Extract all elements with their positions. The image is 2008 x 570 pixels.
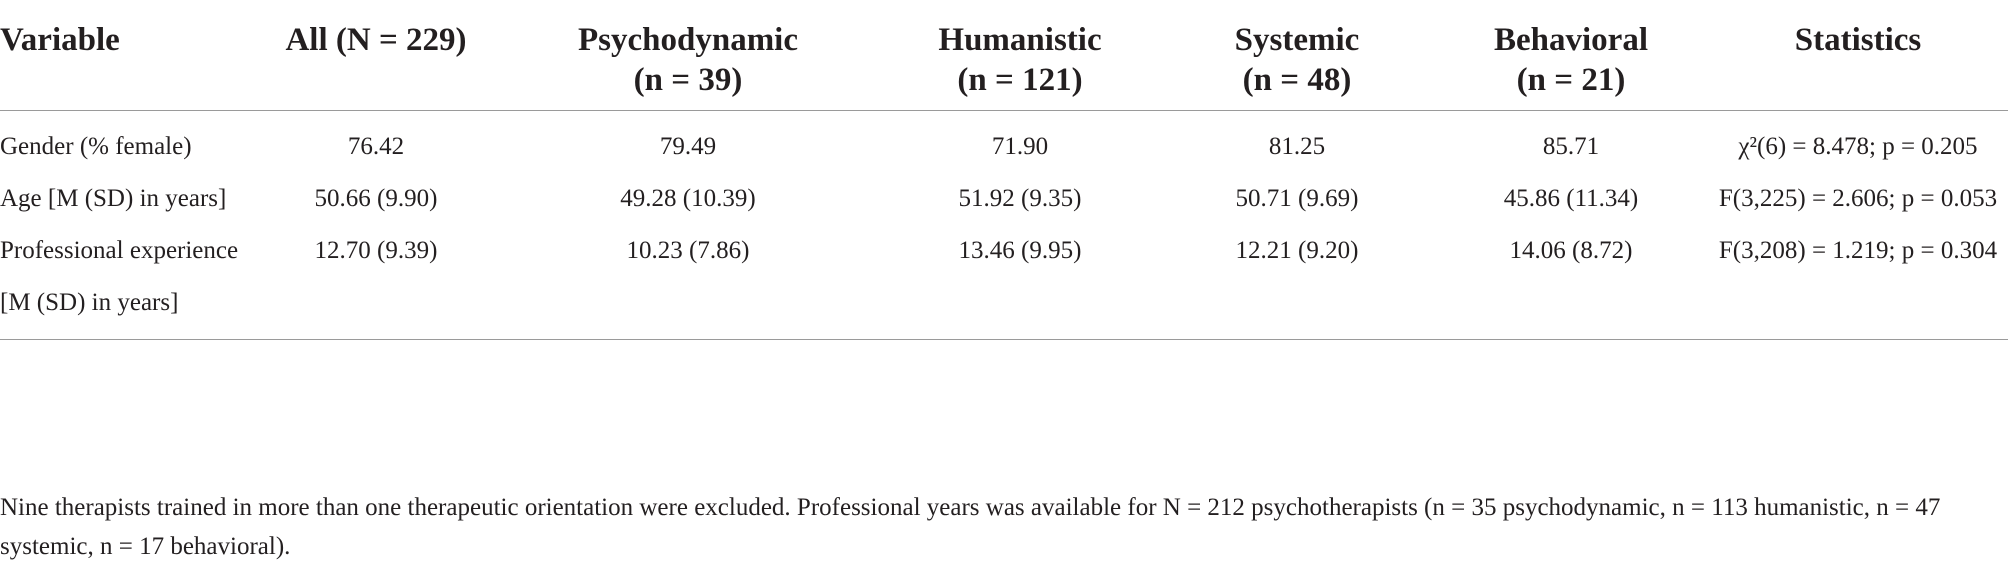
header-line: Systemic: [1234, 22, 1360, 58]
value-cell: 12.21 (9.20): [1160, 225, 1434, 340]
table-row: Gender (% female) 76.42 79.49 71.90 81.25 85.…: [0, 111, 2008, 174]
column-header: Statistics: [1708, 14, 2008, 111]
value-cell: 81.25: [1268, 133, 1326, 160]
statistic-cell: F(3,225) = 2.606; p = 0.053: [1718, 185, 1998, 212]
table-body: Gender (% female) 76.42 79.49 71.90 81.25 85.…: [0, 111, 2008, 340]
value-cell: 51.92 (9.35): [958, 185, 1082, 212]
value-cell: 14.06 (8.72): [1434, 225, 1708, 340]
value-cell: 45.86 (11.34): [1503, 185, 1639, 212]
statistic-cell: χ²(6) = 8.478; p = 0.205: [1738, 133, 1978, 160]
column-header: Systemic (n = 48): [1160, 14, 1434, 111]
row-label: Professional experience [M (SD) in years…: [0, 225, 256, 340]
column-header: Behavioral (n = 21): [1434, 14, 1708, 111]
value-cell: 85.71: [1542, 133, 1600, 160]
value-cell: 13.46 (9.95): [880, 225, 1160, 340]
column-header: Humanistic (n = 121): [880, 14, 1160, 111]
value-cell: 50.71 (9.69): [1235, 185, 1359, 212]
header-line: Statistics: [1794, 22, 1922, 58]
column-header: Psychodynamic (n = 39): [496, 14, 880, 111]
header-line: (n = 39): [633, 62, 743, 98]
value-cell: 76.42: [347, 133, 405, 160]
value-cell: 71.90: [991, 133, 1049, 160]
header-line: Behavioral: [1494, 22, 1648, 58]
value-cell: 49.28 (10.39): [620, 185, 756, 212]
table-row: Age [M (SD) in years] 50.66 (9.90) 49.28 (…: [0, 173, 2008, 225]
header-line: Variable: [0, 22, 120, 58]
header-line: Humanistic: [938, 22, 1102, 58]
table-row: Professional experience [M (SD) in years…: [0, 225, 2008, 340]
value-cell: 12.70 (9.39): [256, 225, 496, 340]
column-header: Variable: [0, 14, 256, 111]
header-line: (n = 48): [1242, 62, 1352, 98]
row-label: Age [M (SD) in years]: [0, 185, 227, 212]
footnote: Nine therapists trained in more than one…: [0, 494, 1941, 560]
value-cell: 79.49: [659, 133, 717, 160]
row-label: Gender (% female): [0, 133, 192, 160]
value-cell: 10.23 (7.86): [496, 225, 880, 340]
statistic-cell: F(3,208) = 1.219; p = 0.304: [1708, 225, 2008, 340]
header-line: (n = 21): [1516, 62, 1626, 98]
header-row: Variable All (N = 229) Psychodynamic (n = 3…: [0, 14, 2008, 111]
header-line: All (N = 229): [285, 22, 467, 58]
value-cell: 50.66 (9.90): [314, 185, 438, 212]
header-line: (n = 121): [957, 62, 1083, 98]
header-line: Psychodynamic: [577, 22, 798, 58]
demographics-table: Variable All (N = 229) Psychodynamic (n = 3…: [0, 14, 2008, 340]
column-header: All (N = 229): [256, 14, 496, 111]
